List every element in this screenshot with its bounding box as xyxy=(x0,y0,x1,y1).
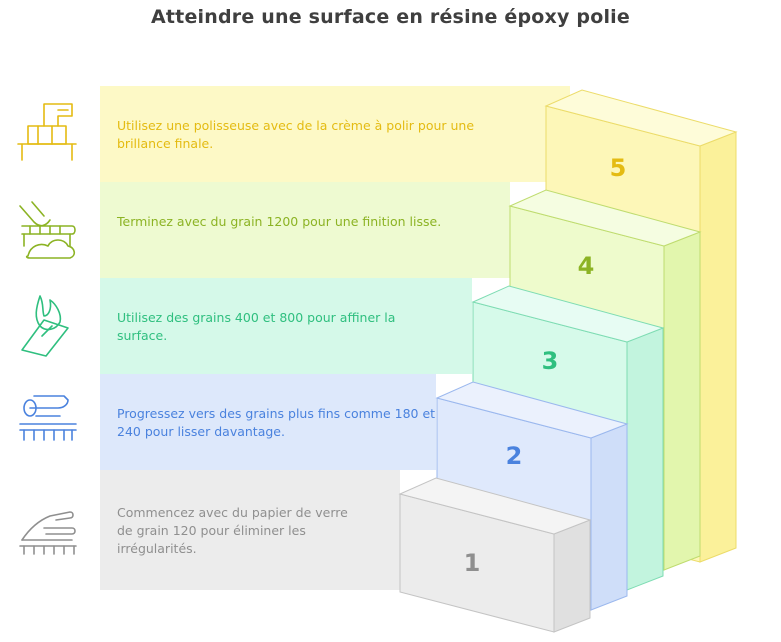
step-1-description: Commencez avec du papier de verre de gra… xyxy=(117,505,348,556)
band-step-5 xyxy=(100,86,570,182)
block-step-1 xyxy=(398,477,592,633)
band-step-4 xyxy=(100,182,510,278)
step-5-number: 5 xyxy=(609,154,627,182)
band-step-1 xyxy=(100,470,400,590)
sanding-hand-icon xyxy=(19,511,77,555)
step-2-number: 2 xyxy=(505,442,523,470)
band-step-2 xyxy=(100,374,436,470)
step-3-number: 3 xyxy=(541,347,559,375)
step-4-number: 4 xyxy=(577,252,595,280)
step-2-description: Progressez vers des grains plus fins com… xyxy=(117,406,436,439)
step-1-number: 1 xyxy=(463,549,481,577)
sanding-machine-icon xyxy=(19,395,77,441)
page-title: Atteindre une surface en résine époxy po… xyxy=(151,6,630,28)
finishing-hands-icon xyxy=(19,201,76,259)
step-5-description: Utilisez une polisseuse avec de la crème… xyxy=(117,118,475,151)
sanding-block-icon xyxy=(21,295,69,357)
polisher-icon xyxy=(17,103,77,161)
step-4-description: Terminez avec du grain 1200 pour une fin… xyxy=(117,214,442,229)
step-3-description: Utilisez des grains 400 et 800 pour affi… xyxy=(117,310,396,343)
band-step-3 xyxy=(100,278,472,374)
